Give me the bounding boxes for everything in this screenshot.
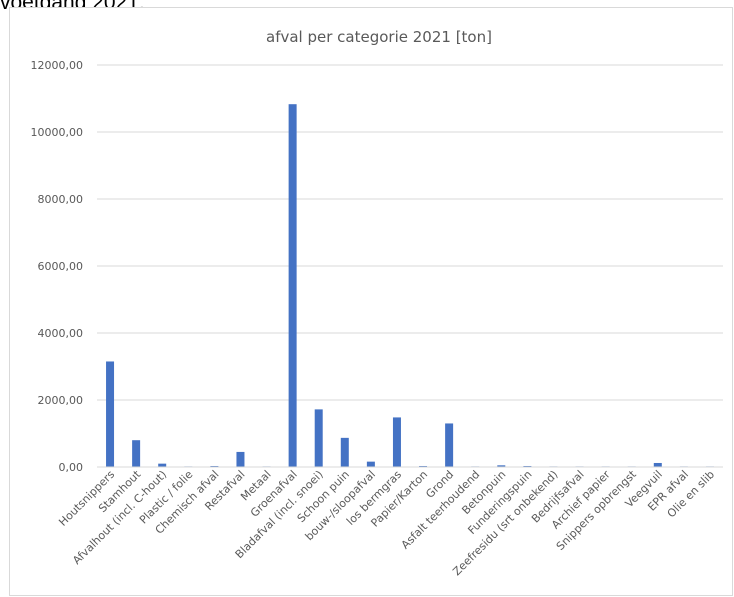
bar <box>497 465 506 467</box>
chart-title: afval per categorie 2021 [ton] <box>266 28 492 46</box>
y-axis-tick-labels: 0,00 2000,00 4000,00 6000,00 8000,00 10000,00… <box>31 59 84 474</box>
bar <box>445 423 454 467</box>
bar <box>392 417 401 467</box>
gridlines <box>97 64 723 401</box>
y-tick-label: 8000,00 <box>38 193 84 206</box>
y-tick-label: 6000,00 <box>38 260 84 273</box>
y-tick-label: 4000,00 <box>38 327 84 340</box>
bars <box>106 104 714 467</box>
y-tick-label: 12000,00 <box>31 59 84 72</box>
chart-frame: afval per categorie 2021 [ton] 0,00 2000,… <box>9 7 733 596</box>
bar <box>158 463 167 467</box>
bar <box>132 440 141 467</box>
bar <box>419 465 428 467</box>
bar-chart: afval per categorie 2021 [ton] 0,00 2000,… <box>31 28 723 578</box>
bar <box>288 104 297 467</box>
bar <box>236 451 245 467</box>
y-tick-label: 2000,00 <box>38 394 84 407</box>
y-tick-label: 10000,00 <box>31 126 84 139</box>
y-tick-label: 0,00 <box>59 461 84 474</box>
bar <box>340 437 349 467</box>
bar <box>106 361 115 467</box>
bar <box>523 465 532 467</box>
bar <box>366 461 375 467</box>
bar <box>210 465 219 467</box>
bar <box>314 409 323 467</box>
bar <box>653 462 662 467</box>
